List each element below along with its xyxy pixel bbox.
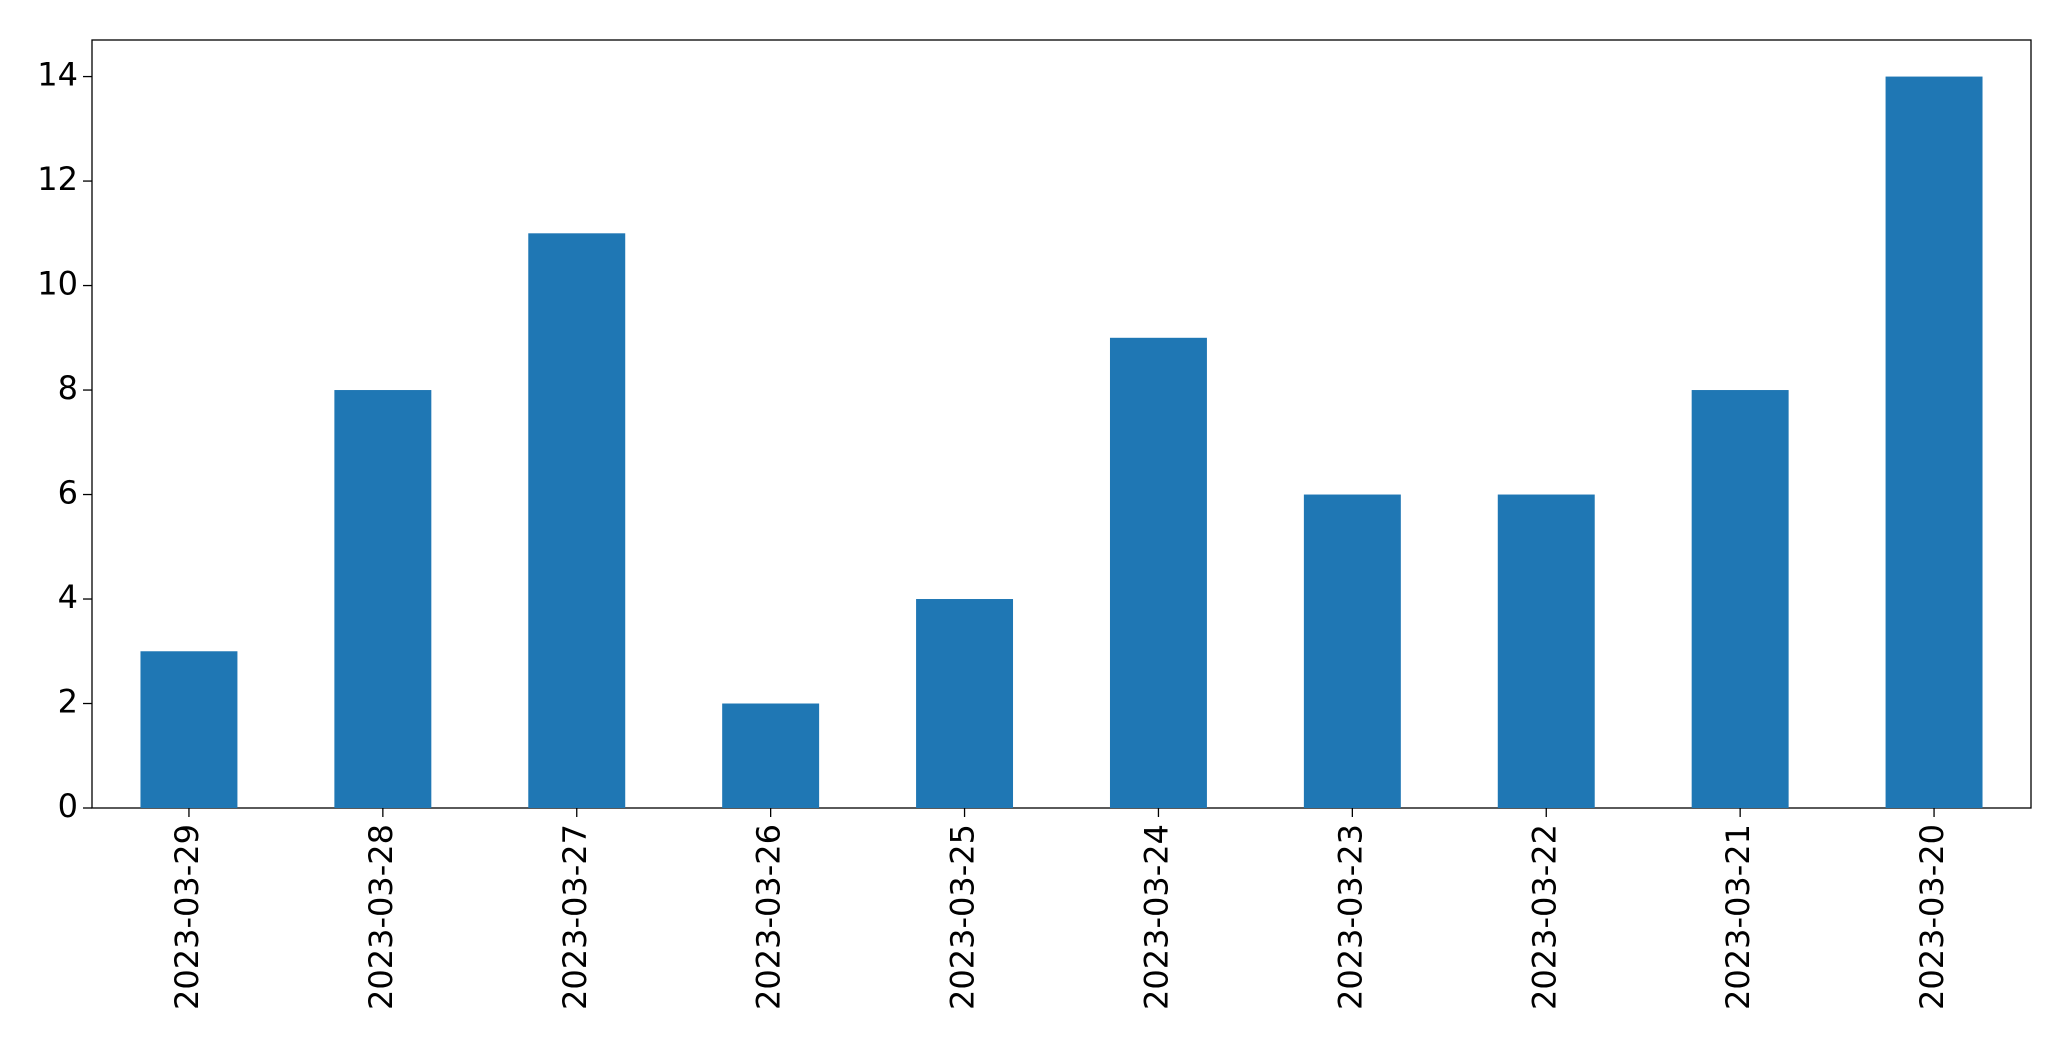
bar [528, 233, 626, 808]
bar [1303, 494, 1401, 808]
bar [916, 599, 1014, 808]
y-tick-label: 12 [37, 160, 78, 198]
bar [140, 651, 238, 808]
plot-frame [91, 39, 2032, 809]
y-tick-label: 10 [37, 265, 78, 303]
bar [1109, 337, 1207, 808]
bar [334, 390, 432, 808]
x-tick-label: 2023-03-29 [168, 824, 206, 1010]
bar [1885, 76, 1983, 809]
x-tick-label: 2023-03-26 [750, 824, 788, 1010]
y-tick-label: 8 [58, 369, 78, 407]
bar [1497, 494, 1595, 808]
y-tick-label: 2 [58, 683, 78, 721]
x-tick-label: 2023-03-25 [944, 824, 982, 1010]
x-tick-label: 2023-03-27 [556, 824, 594, 1010]
x-tick-label: 2023-03-22 [1525, 824, 1563, 1010]
y-tick-label: 4 [58, 578, 78, 616]
bar [722, 703, 820, 808]
bar [1691, 390, 1789, 808]
x-tick-label: 2023-03-20 [1913, 824, 1951, 1010]
y-tick-label: 0 [58, 787, 78, 825]
x-tick-label: 2023-03-28 [362, 824, 400, 1010]
x-tick-label: 2023-03-21 [1719, 824, 1757, 1010]
y-tick-label: 14 [37, 56, 78, 94]
y-tick-label: 6 [58, 474, 78, 512]
x-tick-label: 2023-03-23 [1331, 824, 1369, 1010]
x-tick-label: 2023-03-24 [1137, 824, 1175, 1010]
